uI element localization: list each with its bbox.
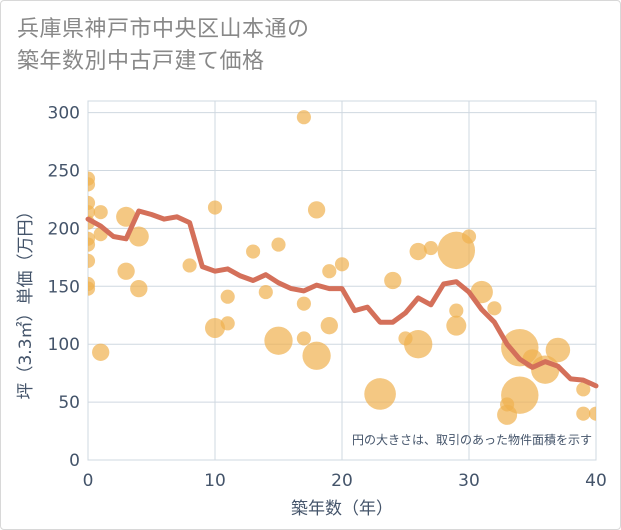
bubble-point (322, 264, 337, 279)
bubble-size-note: 円の大きさは、取引のあった物件面積を示す (352, 432, 592, 447)
bubble-point (501, 376, 539, 414)
bubble-point (128, 226, 149, 247)
bubble-point (334, 257, 350, 272)
y-tick-label: 200 (48, 219, 80, 239)
bubble-point (384, 271, 402, 290)
bubble-point (92, 343, 110, 361)
bubble-point (307, 201, 326, 219)
x-axis-title: 築年数（年） (291, 499, 393, 519)
bubble-point (116, 206, 137, 227)
bubble-point (296, 110, 311, 125)
bubble-point (220, 316, 235, 331)
x-tick-label: 10 (204, 471, 226, 491)
bubble-point (88, 281, 96, 296)
bubble-point (88, 177, 96, 192)
bubble-point (130, 279, 148, 298)
bubble-point (88, 237, 96, 252)
tick-labels: 0 10 20 30 40 0 50 100 150 200 250 300 (48, 104, 607, 491)
x-tick-label: 40 (585, 471, 607, 491)
bubble-point (423, 241, 438, 256)
bubble-series (88, 110, 596, 425)
trend-line (85, 208, 599, 389)
bubble-point (296, 331, 311, 346)
bubble-point (117, 262, 135, 280)
bubble-point (302, 341, 331, 370)
bubble-point (246, 244, 261, 259)
bubble-point (576, 382, 591, 397)
chart-title: 兵庫県神戸市中央区山本通の 築年数別中古戸建て価格 (17, 14, 310, 78)
bubble-point (409, 242, 427, 261)
gridlines (87, 100, 597, 461)
bubble-point (296, 296, 311, 311)
bubble-point (93, 205, 108, 220)
bubble-point (588, 406, 596, 421)
y-tick-label: 150 (48, 277, 80, 297)
bubble-point (88, 205, 96, 220)
bubble-point (576, 406, 591, 421)
bubble-point (205, 317, 225, 338)
chart-title-line-2: 築年数別中古戸建て価格 (17, 49, 265, 74)
y-tick-label: 300 (48, 104, 80, 124)
x-tick-label: 20 (331, 471, 353, 491)
bubble-point (404, 330, 433, 359)
bubble-point (320, 317, 338, 335)
x-tick-label: 30 (458, 471, 480, 491)
y-tick-label: 100 (48, 335, 80, 355)
bubble-point (220, 289, 235, 304)
bubble-point (446, 315, 467, 336)
bubble-point (258, 285, 273, 300)
bubble-point (364, 378, 396, 410)
bubble-point (182, 258, 197, 273)
bubble-point (264, 326, 293, 355)
y-axis-title: 坪（3.3㎡）単価（万円） (16, 202, 36, 399)
bubble-point (487, 301, 502, 316)
bubble-point (461, 229, 477, 244)
y-tick-label: 0 (69, 451, 80, 471)
bubble-point (88, 253, 96, 268)
y-tick-label: 250 (48, 161, 80, 181)
chart-title-line-1: 兵庫県神戸市中央区山本通の (17, 17, 310, 42)
y-tick-label: 50 (58, 393, 80, 413)
bubble-point (449, 303, 464, 318)
bubble-point (271, 237, 286, 252)
bubble-point (545, 337, 571, 363)
bubble-point (207, 200, 223, 215)
x-tick-label: 0 (83, 471, 94, 491)
